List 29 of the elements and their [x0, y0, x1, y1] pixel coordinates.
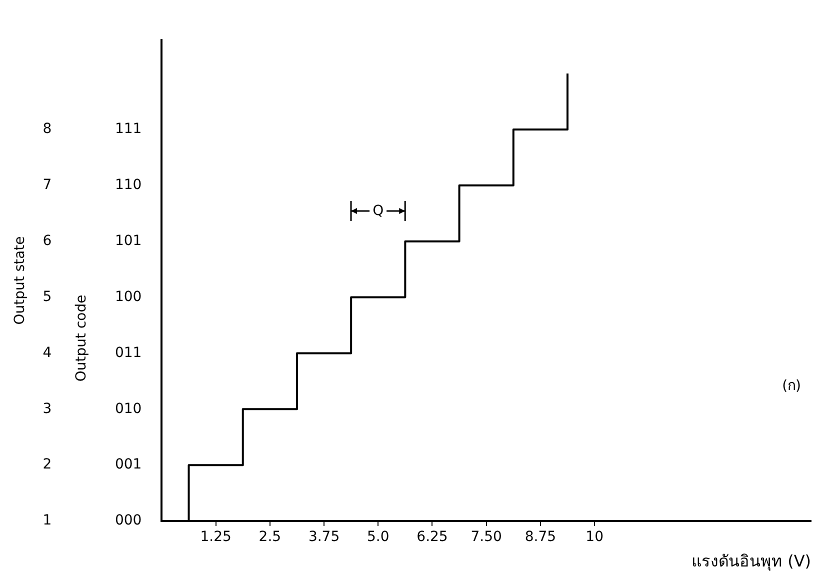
y-tick-label: 1	[42, 512, 52, 529]
x-tick-label: 7.50	[470, 529, 502, 546]
text: 111	[114, 121, 142, 138]
y-axis-title: Output state	[12, 236, 28, 325]
annotation: (ก)	[782, 378, 801, 394]
x-tick-label: 5.0	[367, 529, 390, 546]
annotation: Q	[372, 202, 384, 219]
x-tick-label: 3.75	[308, 529, 340, 546]
x-tick-label: 1.25	[200, 529, 232, 546]
y-tick-label: 3	[42, 400, 52, 417]
y-tick-label: 6	[42, 232, 52, 249]
text: 100	[114, 288, 142, 305]
y-tick-label: 2	[42, 456, 52, 473]
x-axis-title: แรงดันอินพุท (V)	[691, 552, 811, 572]
x-tick-label: 10	[586, 529, 604, 546]
x-tick-label: 8.75	[524, 529, 556, 546]
y-tick-label: 7	[42, 177, 52, 194]
x-tick-label: 2.5	[258, 529, 282, 546]
y-tick-label: 8	[42, 121, 52, 138]
y-tick-label: 5	[42, 288, 52, 305]
y-tick-label: 4	[42, 344, 52, 361]
text: 000	[114, 512, 142, 529]
text: 011	[114, 344, 142, 361]
text: 110	[114, 177, 142, 194]
text: 101	[114, 232, 142, 249]
x-tick-label: 6.25	[416, 529, 448, 546]
text: 010	[114, 400, 142, 417]
text: 001	[114, 456, 142, 473]
text: Output code	[73, 294, 90, 382]
